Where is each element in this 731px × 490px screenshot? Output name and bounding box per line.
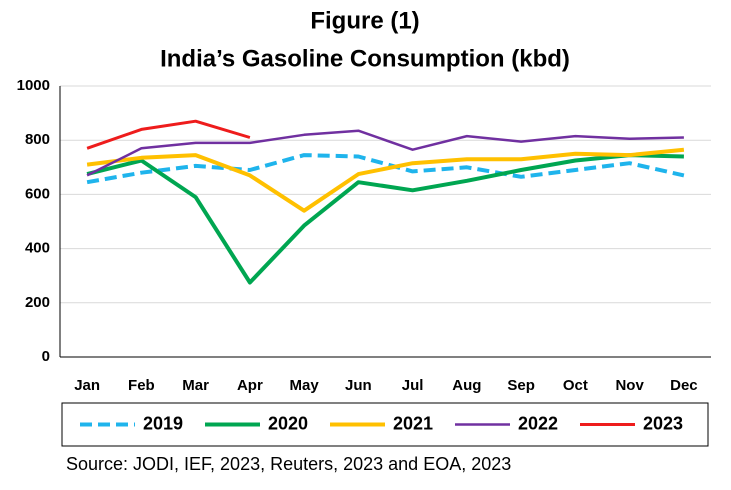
legend-box: [61, 402, 709, 447]
y-tick-label: 1000: [17, 77, 50, 94]
series-line: [86, 153, 684, 285]
series-line: [86, 153, 685, 185]
y-tick-label: 200: [25, 294, 50, 311]
legend-label: 2019: [143, 413, 183, 433]
legend-label: 2021: [393, 413, 433, 433]
legend-label: 2020: [268, 413, 308, 433]
source-note: Source: JODI, IEF, 2023, Reuters, 2023 a…: [66, 454, 511, 474]
y-tick-label: 600: [25, 185, 50, 202]
series-line: [86, 129, 684, 177]
x-tick-label: Aug: [452, 377, 481, 394]
x-tick-label: Jan: [74, 377, 100, 394]
chart-subtitle: India’s Gasoline Consumption (kbd): [160, 45, 570, 72]
x-tick-label: Sep: [507, 377, 535, 394]
x-tick-label: Jul: [402, 377, 424, 394]
chart-title: Figure (1): [310, 7, 419, 34]
series-line: [86, 147, 685, 213]
x-tick-label: May: [290, 377, 320, 394]
x-tick-label: Oct: [563, 377, 588, 394]
legend-label: 2023: [643, 413, 683, 433]
x-tick-label: Dec: [670, 377, 698, 394]
series-line: [86, 119, 251, 150]
y-tick-label: 400: [25, 240, 50, 257]
x-tick-label: Feb: [128, 377, 155, 394]
x-tick-label: Mar: [182, 377, 209, 394]
x-tick-label: Apr: [237, 377, 263, 394]
y-tick-label: 800: [25, 131, 50, 148]
x-tick-label: Jun: [345, 377, 372, 394]
legend-label: 2022: [518, 413, 558, 433]
y-tick-label: 0: [42, 348, 50, 365]
x-tick-label: Nov: [615, 377, 644, 394]
